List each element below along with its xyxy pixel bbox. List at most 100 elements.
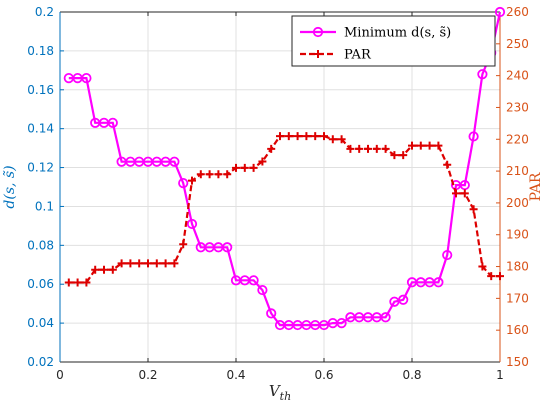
data-point xyxy=(311,132,320,141)
data-point xyxy=(240,163,249,172)
data-point xyxy=(487,272,496,281)
x-tick-label: 1 xyxy=(496,368,504,382)
data-point xyxy=(337,135,346,144)
data-point xyxy=(381,144,390,153)
series-layer xyxy=(63,6,506,331)
data-point xyxy=(320,132,328,141)
data-point xyxy=(469,205,478,214)
data-point xyxy=(249,163,258,172)
data-point xyxy=(170,259,179,268)
left-tick-label: 0.14 xyxy=(27,122,54,136)
data-point xyxy=(205,170,214,179)
data-point xyxy=(117,259,126,268)
data-point xyxy=(214,170,223,179)
left-tick-label: 0.08 xyxy=(27,238,54,252)
right-tick-label: 190 xyxy=(506,228,529,242)
data-point xyxy=(258,157,267,166)
data-point xyxy=(346,144,355,153)
data-point xyxy=(161,259,170,268)
data-point xyxy=(390,151,399,160)
data-point xyxy=(364,144,372,153)
x-tick-label: 0.8 xyxy=(402,368,421,382)
legend-box xyxy=(291,15,496,67)
data-point xyxy=(293,132,302,141)
data-point xyxy=(179,240,188,249)
series-min-distance xyxy=(63,6,506,331)
right-tick-label: 230 xyxy=(506,100,529,114)
x-tick-label: 0.2 xyxy=(138,368,157,382)
left-tick-label: 0.18 xyxy=(27,44,54,58)
data-point xyxy=(186,218,198,230)
data-point xyxy=(144,259,152,268)
x-tick-label: 0.4 xyxy=(226,368,245,382)
left-tick-label: 0.16 xyxy=(27,83,54,97)
data-point xyxy=(188,176,196,185)
x-axis-label: Vth xyxy=(269,382,291,403)
legend-label: PAR xyxy=(344,48,372,63)
data-point xyxy=(222,242,233,253)
data-point xyxy=(135,259,144,268)
data-point xyxy=(398,294,409,305)
data-point xyxy=(178,178,189,189)
x-tick-label: 0 xyxy=(56,368,64,382)
right-tick-label: 150 xyxy=(506,355,529,369)
data-point xyxy=(443,160,452,169)
data-point xyxy=(459,179,470,191)
x-tick-label: 0.6 xyxy=(314,368,333,382)
data-point xyxy=(100,265,108,274)
legend-label: Minimum d(s, s̃) xyxy=(344,26,451,41)
legend-swatch-marker xyxy=(312,26,324,38)
data-point xyxy=(460,189,469,198)
data-point xyxy=(372,144,381,153)
left-tick-label: 0.1 xyxy=(35,199,54,213)
right-tick-label: 160 xyxy=(506,323,529,337)
data-point xyxy=(433,277,444,288)
data-point xyxy=(257,284,268,296)
series-line xyxy=(68,135,500,284)
right-tick-label: 180 xyxy=(506,260,529,274)
data-point xyxy=(302,132,311,141)
data-point xyxy=(380,312,391,323)
data-point xyxy=(355,144,364,153)
data-point xyxy=(267,144,276,153)
data-point xyxy=(152,259,161,268)
data-point xyxy=(416,141,425,150)
left-tick-label: 0.2 xyxy=(35,5,54,19)
left-tick-label: 0.02 xyxy=(27,355,54,369)
left-axis-label: d(s, s̃) xyxy=(2,165,18,208)
left-tick-label: 0.06 xyxy=(27,277,54,291)
grid-lines xyxy=(59,11,501,363)
right-tick-label: 200 xyxy=(506,196,529,210)
data-point xyxy=(434,141,443,150)
data-point xyxy=(328,135,337,144)
right-tick-label: 170 xyxy=(506,291,529,305)
legend-entry: PAR xyxy=(300,48,372,63)
data-point xyxy=(248,275,259,286)
data-point xyxy=(82,278,91,287)
data-point xyxy=(232,163,240,172)
right-tick-label: 240 xyxy=(506,69,529,83)
data-point xyxy=(266,308,277,319)
data-point xyxy=(223,170,232,179)
data-point xyxy=(169,156,180,167)
data-point xyxy=(73,278,82,287)
plot-area-background xyxy=(60,12,500,362)
data-point xyxy=(276,132,284,141)
axes: 0 0.2 0.4 0.6 0.8 1 0.02 0.04 0.06 0.08 0.1 0.12 0.1… xyxy=(27,5,529,382)
data-point xyxy=(442,249,453,261)
data-point xyxy=(126,259,135,268)
data-point xyxy=(64,278,73,287)
data-point xyxy=(107,117,118,128)
right-tick-label: 250 xyxy=(506,37,529,51)
x-axis-label-main: V xyxy=(269,382,282,400)
series-par xyxy=(64,132,504,287)
data-point xyxy=(494,6,506,18)
data-point xyxy=(496,272,504,281)
data-point xyxy=(284,132,293,141)
legend: Minimum d(s, s̃) PAR xyxy=(291,15,496,67)
left-tick-label: 0.12 xyxy=(27,161,54,175)
legend-entry: Minimum d(s, s̃) xyxy=(300,26,451,41)
legend-swatch-marker xyxy=(314,50,322,58)
data-point xyxy=(425,141,434,150)
